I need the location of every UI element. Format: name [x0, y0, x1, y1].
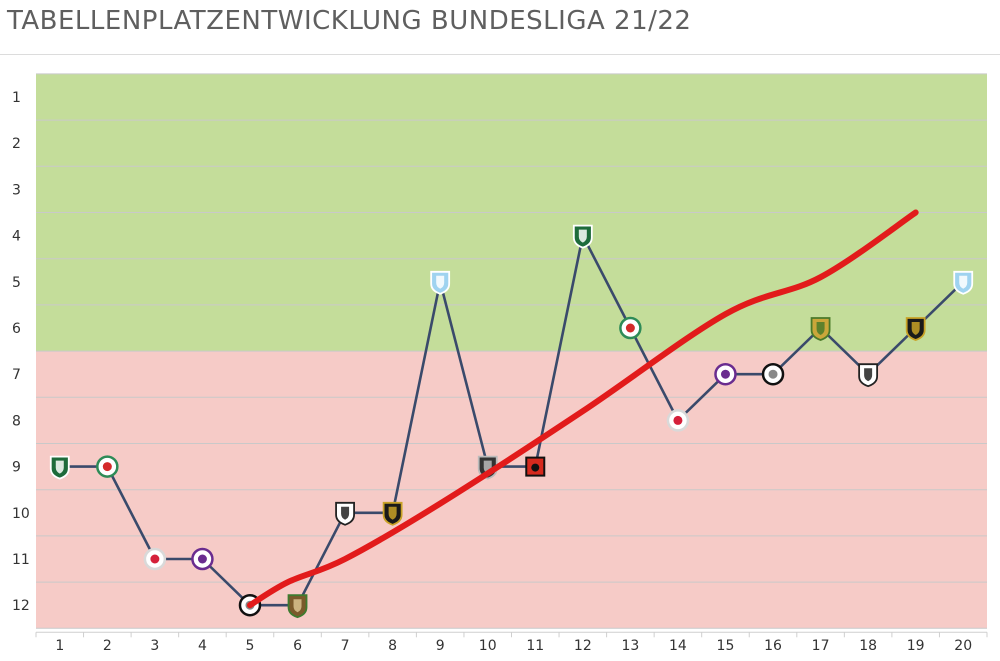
logo-core: [102, 462, 112, 472]
x-tick-label: 15: [717, 638, 735, 654]
team-logo-lightblue: [953, 270, 974, 295]
team-logo-green-white: [572, 224, 593, 249]
y-tick-label: 2: [12, 136, 21, 152]
logo-core: [436, 275, 445, 289]
logo-core: [959, 275, 968, 289]
y-tick-label: 9: [12, 460, 21, 476]
x-tick-label: 2: [103, 638, 112, 654]
x-axis-ticks: 1 2 3 4 5 6 7 8 9 10 11 12 13 14 15 16 17 18 19 20: [55, 638, 972, 654]
x-tick-label: 18: [859, 638, 877, 654]
x-tick-label: 13: [621, 638, 639, 654]
logo-core: [625, 323, 635, 333]
x-tick-label: 16: [764, 638, 782, 654]
axis-lines: [35, 631, 988, 638]
logo-core: [197, 554, 207, 564]
x-tick-label: 7: [341, 638, 350, 654]
x-tick-label: 1: [55, 638, 64, 654]
y-tick-label: 4: [12, 229, 21, 245]
team-logo-gold-green: [810, 317, 831, 341]
team-logo-black-white-stripes: [858, 363, 879, 388]
team-logo-black-white-stripes: [335, 501, 355, 526]
y-tick-label: 1: [12, 90, 21, 106]
x-tick-label: 4: [198, 638, 207, 654]
x-tick-label: 9: [436, 638, 445, 654]
x-tick-label: 19: [907, 638, 925, 654]
title-divider: [0, 54, 1000, 55]
y-tick-label: 8: [12, 413, 21, 429]
logo-core: [768, 369, 778, 379]
team-logo-redbull: [666, 409, 690, 432]
x-tick-label: 3: [150, 638, 159, 654]
team-logo-redbull: [143, 547, 167, 571]
y-tick-label: 6: [12, 321, 21, 337]
x-tick-label: 12: [574, 638, 592, 654]
logo-core: [720, 369, 730, 379]
team-logo-white-green-red: [619, 316, 642, 340]
y-tick-label: 3: [12, 182, 21, 198]
x-tick-label: 5: [246, 638, 255, 654]
x-tick-label: 14: [669, 638, 687, 654]
trend-group: [246, 209, 919, 609]
y-tick-label: 5: [12, 275, 21, 291]
logo-core: [293, 599, 302, 613]
x-tick-label: 6: [293, 638, 302, 654]
data-points: [49, 224, 974, 619]
team-logo-white-green-red: [96, 455, 119, 478]
team-logo-green-white: [49, 455, 70, 480]
logo-core: [816, 322, 825, 335]
team-logo-violet-ring: [191, 547, 214, 571]
x-tick-label: 17: [812, 638, 830, 654]
x-tick-label: 20: [954, 638, 972, 654]
logo-core: [864, 368, 873, 382]
team-logo-brown-green: [287, 594, 308, 619]
x-tick-label: 10: [479, 638, 497, 654]
team-logo-red-black-square: [525, 456, 546, 477]
logo-core: [388, 506, 397, 520]
team-logo-lightblue: [430, 270, 451, 295]
logo-core: [531, 463, 540, 472]
logo-core: [578, 229, 587, 243]
y-tick-label: 12: [12, 598, 30, 614]
logo-core: [55, 460, 64, 474]
logo-core: [673, 415, 683, 425]
x-tick-label: 11: [526, 638, 544, 654]
logo-core: [341, 506, 350, 520]
x-tick-label: 8: [388, 638, 397, 654]
logo-core: [150, 554, 160, 564]
team-logo-black-gold: [905, 317, 926, 341]
team-logo-violet-ring: [714, 362, 737, 386]
y-tick-label: 11: [12, 552, 30, 568]
trend-line: [246, 209, 919, 609]
grid-lines: [36, 73, 987, 629]
team-logo-black-gold: [382, 501, 403, 526]
chart-title: TABELLENPLATZENTWICKLUNG BUNDESLIGA 21/2…: [7, 6, 692, 36]
team-logo-black-white-ring: [761, 362, 785, 386]
logo-core: [911, 322, 920, 335]
y-tick-label: 10: [12, 506, 30, 522]
y-tick-label: 7: [12, 367, 21, 383]
